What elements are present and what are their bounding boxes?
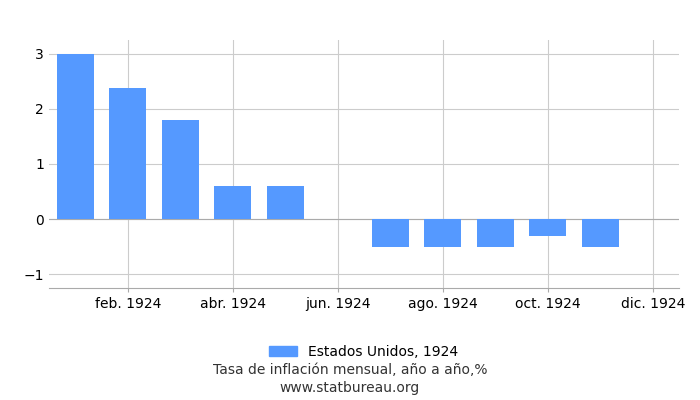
Bar xyxy=(162,120,199,219)
Bar xyxy=(424,219,461,247)
Legend: Estados Unidos, 1924: Estados Unidos, 1924 xyxy=(264,340,464,365)
Bar xyxy=(477,219,514,247)
Text: www.statbureau.org: www.statbureau.org xyxy=(280,381,420,395)
Bar xyxy=(372,219,409,247)
Bar xyxy=(109,88,146,219)
Bar xyxy=(57,54,94,219)
Bar xyxy=(214,186,251,219)
Bar xyxy=(582,219,619,247)
Bar xyxy=(267,186,304,219)
Text: Tasa de inflación mensual, año a año,%: Tasa de inflación mensual, año a año,% xyxy=(213,363,487,377)
Bar xyxy=(529,219,566,236)
